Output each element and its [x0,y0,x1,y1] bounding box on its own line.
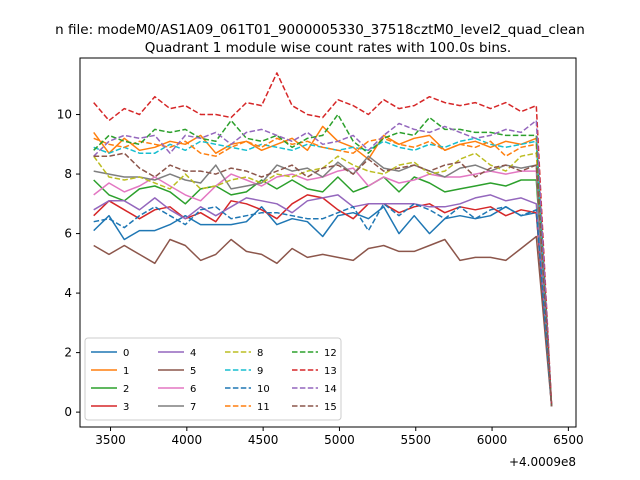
y-tick-label: 8 [64,167,72,181]
legend-label-11: 11 [257,402,270,413]
series-line-10 [93,203,553,407]
legend-label-1: 1 [123,366,129,377]
legend-frame [84,337,342,421]
y-tick-label: 2 [64,346,72,360]
legend-label-2: 2 [123,384,129,395]
y-tick-label: 0 [64,405,72,419]
legend-label-8: 8 [257,348,263,359]
series-line-14 [93,119,553,407]
legend-label-14: 14 [324,384,337,395]
legend-label-4: 4 [190,348,196,359]
series-line-7 [93,155,553,407]
x-offset-label: +4.0009e8 [509,455,576,469]
chart-title: Quadrant 1 module wise count rates with … [145,40,511,56]
y-tick-label: 6 [64,227,72,241]
series-line-0 [93,206,553,407]
series-line-5 [93,235,553,407]
figure-suptitle: n file: modeM0/AS1A09_061T01_9000005330_… [55,22,585,38]
series-line-13 [93,72,553,407]
legend-label-0: 0 [123,348,129,359]
x-tick-label: 6500 [553,433,584,447]
x-tick-label: 3500 [95,433,126,447]
legend-label-10: 10 [257,384,270,395]
legend-label-12: 12 [324,348,337,359]
series-line-12 [93,113,553,407]
x-tick-label: 4000 [172,433,203,447]
series-line-4 [93,194,553,407]
y-tick-label: 10 [57,108,72,122]
series-line-1 [93,125,553,407]
x-tick-label: 5500 [400,433,431,447]
series-line-15 [93,152,553,407]
legend-label-15: 15 [324,402,337,413]
y-tick-label: 4 [64,286,72,300]
x-tick-label: 4500 [248,433,279,447]
series-line-2 [93,176,553,407]
legend-label-9: 9 [257,366,263,377]
legend-label-3: 3 [123,402,129,413]
legend-label-7: 7 [190,402,196,413]
legend-label-6: 6 [190,384,196,395]
legend-label-13: 13 [324,366,337,377]
x-tick-label: 5000 [324,433,355,447]
series-lines [93,72,553,407]
legend-label-5: 5 [190,366,196,377]
x-tick-label: 6000 [477,433,508,447]
series-line-11 [93,137,553,407]
